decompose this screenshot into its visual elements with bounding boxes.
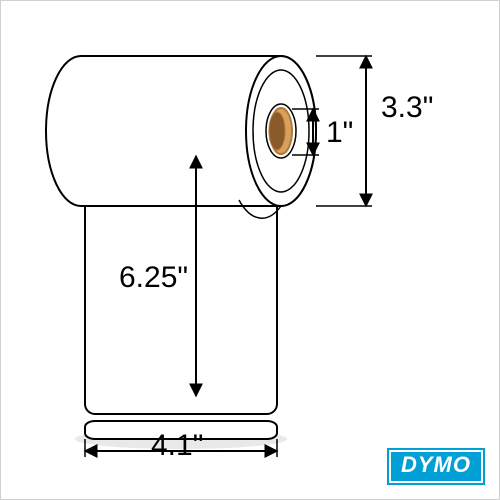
- dim-label-height: 6.25": [119, 261, 188, 295]
- brand-logo-badge: DYMO: [387, 448, 485, 485]
- dim-label-core: 1": [326, 116, 353, 150]
- dim-label-diameter: 3.3": [381, 91, 433, 125]
- label-roll-diagram: [1, 1, 500, 500]
- brand-logo-text: DYMO: [401, 452, 471, 477]
- diagram-container: 6.25" 4.1" 3.3" 1" DYMO: [0, 0, 500, 500]
- dim-label-width: 4.1": [151, 429, 203, 463]
